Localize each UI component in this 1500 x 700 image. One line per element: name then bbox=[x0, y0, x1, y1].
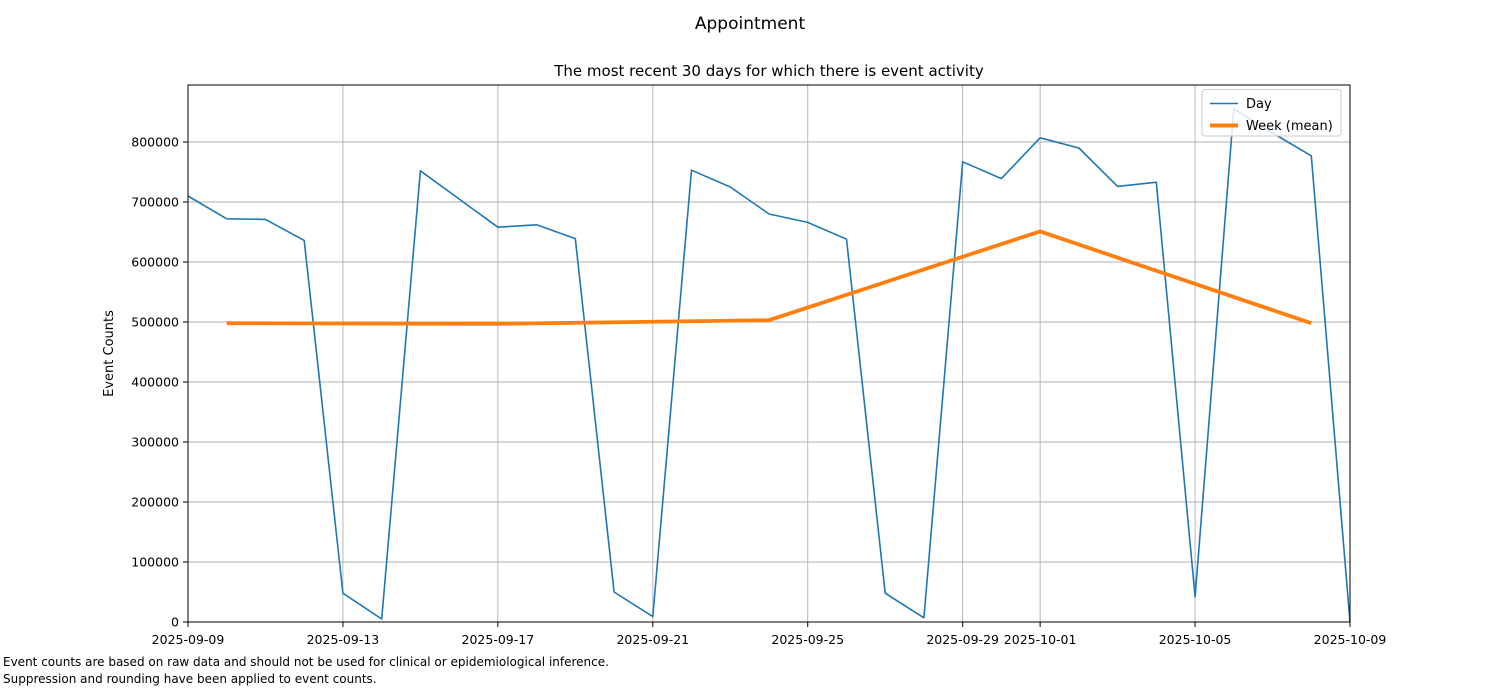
y-tick-label: 300000 bbox=[131, 435, 179, 450]
y-tick-label: 0 bbox=[171, 615, 179, 630]
x-tick-label: 2025-09-25 bbox=[771, 632, 844, 647]
x-tick-label: 2025-10-01 bbox=[1004, 632, 1077, 647]
y-tick-label: 600000 bbox=[131, 255, 179, 270]
x-tick-label: 2025-09-09 bbox=[152, 632, 225, 647]
series-layer bbox=[187, 108, 1351, 623]
day-line bbox=[187, 108, 1351, 623]
axes-title: The most recent 30 days for which there … bbox=[553, 62, 984, 80]
x-tick-label: 2025-09-13 bbox=[307, 632, 380, 647]
figure-title: Appointment bbox=[695, 14, 806, 34]
x-tick-label: 2025-10-09 bbox=[1314, 632, 1387, 647]
legend-week-label: Week (mean) bbox=[1246, 119, 1333, 134]
week-mean-line bbox=[226, 229, 1312, 326]
tick-marks-layer bbox=[183, 141, 1351, 627]
x-tick-label: 2025-09-17 bbox=[462, 632, 535, 647]
y-tick-label: 500000 bbox=[131, 315, 179, 330]
tick-labels-layer: 2025-09-09 2025-09-13 2025-09-17 2025-09-21… bbox=[131, 135, 1386, 648]
plot-box-spines bbox=[187, 84, 1351, 623]
y-tick-label: 200000 bbox=[131, 495, 179, 510]
footnote-line-1: Event counts are based on raw data and s… bbox=[3, 655, 609, 669]
y-tick-label: 800000 bbox=[131, 135, 179, 150]
y-tick-label: 400000 bbox=[131, 375, 179, 390]
y-tick-label: 100000 bbox=[131, 555, 179, 570]
grid-layer bbox=[187, 85, 1351, 623]
y-axis-label: Event Counts bbox=[102, 310, 117, 397]
x-tick-label: 2025-10-05 bbox=[1159, 632, 1232, 647]
x-tick-label: 2025-09-21 bbox=[616, 632, 689, 647]
x-tick-label: 2025-09-29 bbox=[926, 632, 999, 647]
legend-day-label: Day bbox=[1246, 97, 1272, 112]
y-tick-label: 700000 bbox=[131, 195, 179, 210]
legend: Day Week (mean) bbox=[1201, 89, 1342, 137]
footnote-line-2: Suppression and rounding have been appli… bbox=[3, 672, 377, 686]
